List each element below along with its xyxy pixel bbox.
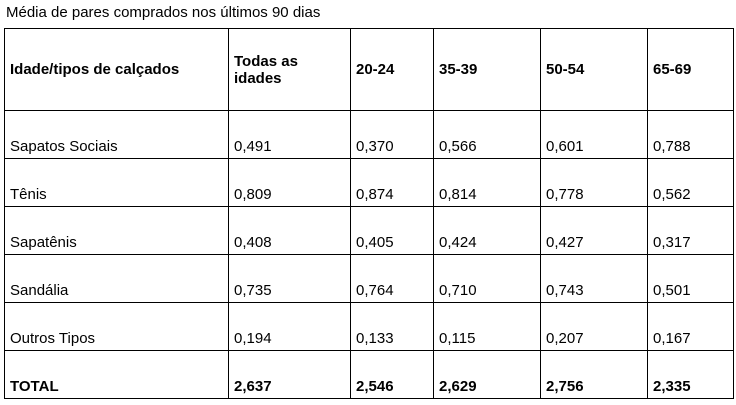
row-label: TOTAL	[4, 350, 229, 399]
cell: 0,764	[350, 254, 434, 303]
cell: 0,115	[433, 302, 541, 351]
cell: 0,194	[228, 302, 351, 351]
cell: 0,735	[228, 254, 351, 303]
header-row: Idade/tipos de calçados Todas as idades 20…	[4, 28, 734, 111]
data-row: Sandália 0,735 0,764 0,710 0,743 0,501	[4, 254, 734, 303]
row-label: Sapatênis	[4, 206, 229, 255]
cell: 2,756	[540, 350, 648, 399]
cell: 0,408	[228, 206, 351, 255]
total-row: TOTAL 2,637 2,546 2,629 2,756 2,335	[4, 350, 734, 399]
row-label: Tênis	[4, 158, 229, 207]
cell: 2,546	[350, 350, 434, 399]
data-row: Sapatênis 0,408 0,405 0,424 0,427 0,317	[4, 206, 734, 255]
data-row: Tênis 0,809 0,874 0,814 0,778 0,562	[4, 158, 734, 207]
cell: 0,710	[433, 254, 541, 303]
column-header: 20-24	[350, 28, 434, 111]
cell: 0,317	[647, 206, 734, 255]
cell: 0,743	[540, 254, 648, 303]
data-row: Outros Tipos 0,194 0,133 0,115 0,207 0,167	[4, 302, 734, 351]
column-header: 35-39	[433, 28, 541, 111]
cell: 0,788	[647, 110, 734, 159]
cell: 0,809	[228, 158, 351, 207]
cell: 0,566	[433, 110, 541, 159]
cell: 0,491	[228, 110, 351, 159]
cell: 0,601	[540, 110, 648, 159]
cell: 0,427	[540, 206, 648, 255]
column-header: Todas as idades	[228, 28, 351, 111]
cell: 0,370	[350, 110, 434, 159]
cell: 2,335	[647, 350, 734, 399]
column-header: 50-54	[540, 28, 648, 111]
table-title: Média de pares comprados nos últimos 90 …	[6, 4, 321, 21]
cell: 0,501	[647, 254, 734, 303]
cell: 2,629	[433, 350, 541, 399]
data-row: Sapatos Sociais 0,491 0,370 0,566 0,601 0,788	[4, 110, 734, 159]
cell: 0,814	[433, 158, 541, 207]
cell: 0,874	[350, 158, 434, 207]
cell: 0,167	[647, 302, 734, 351]
data-table: Idade/tipos de calçados Todas as idades 20…	[4, 28, 734, 399]
column-header: Idade/tipos de calçados	[4, 28, 229, 111]
cell: 0,133	[350, 302, 434, 351]
cell: 0,424	[433, 206, 541, 255]
row-label: Sandália	[4, 254, 229, 303]
cell: 0,207	[540, 302, 648, 351]
row-label: Outros Tipos	[4, 302, 229, 351]
column-header: 65-69	[647, 28, 734, 111]
cell: 0,562	[647, 158, 734, 207]
cell: 0,405	[350, 206, 434, 255]
cell: 0,778	[540, 158, 648, 207]
row-label: Sapatos Sociais	[4, 110, 229, 159]
cell: 2,637	[228, 350, 351, 399]
